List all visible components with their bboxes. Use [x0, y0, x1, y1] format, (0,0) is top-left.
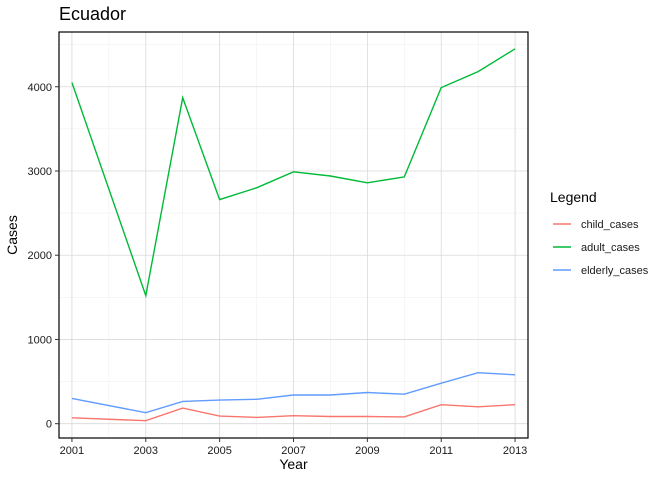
y-tick-label: 1000: [28, 334, 52, 346]
x-tick-label: 2011: [429, 445, 453, 457]
y-tick-label: 4000: [28, 82, 52, 94]
y-axis-title: Cases: [4, 215, 20, 255]
x-axis: 2001 2003 2005 2007 2009 2011 2013: [60, 438, 527, 457]
legend-label-child_cases: child_cases: [581, 219, 639, 231]
series-line-adult_cases: [71, 48, 516, 299]
legend-label-adult_cases: adult_cases: [581, 242, 640, 254]
x-tick-label: 2007: [281, 445, 305, 457]
chart-title: Ecuador: [59, 4, 126, 24]
x-tick-label: 2001: [60, 445, 84, 457]
x-tick-label: 2013: [503, 445, 527, 457]
x-tick-label: 2003: [134, 445, 158, 457]
y-tick-label: 2000: [28, 250, 52, 262]
grid: [59, 32, 528, 438]
series-line-child_cases: [71, 403, 516, 422]
legend-label-elderly_cases: elderly_cases: [581, 265, 649, 277]
legend-title: Legend: [550, 189, 597, 205]
series-lines: [71, 48, 516, 422]
series-line-elderly_cases: [71, 371, 516, 414]
y-tick-label: 3000: [28, 166, 52, 178]
x-axis-title: Year: [279, 456, 308, 472]
y-axis: 0 1000 2000 3000 4000: [28, 82, 59, 431]
y-tick-label: 0: [46, 419, 52, 431]
x-tick-label: 2005: [207, 445, 231, 457]
x-tick-label: 2009: [355, 445, 379, 457]
legend: Legend child_cases adult_cases elderly_cas…: [550, 189, 649, 277]
